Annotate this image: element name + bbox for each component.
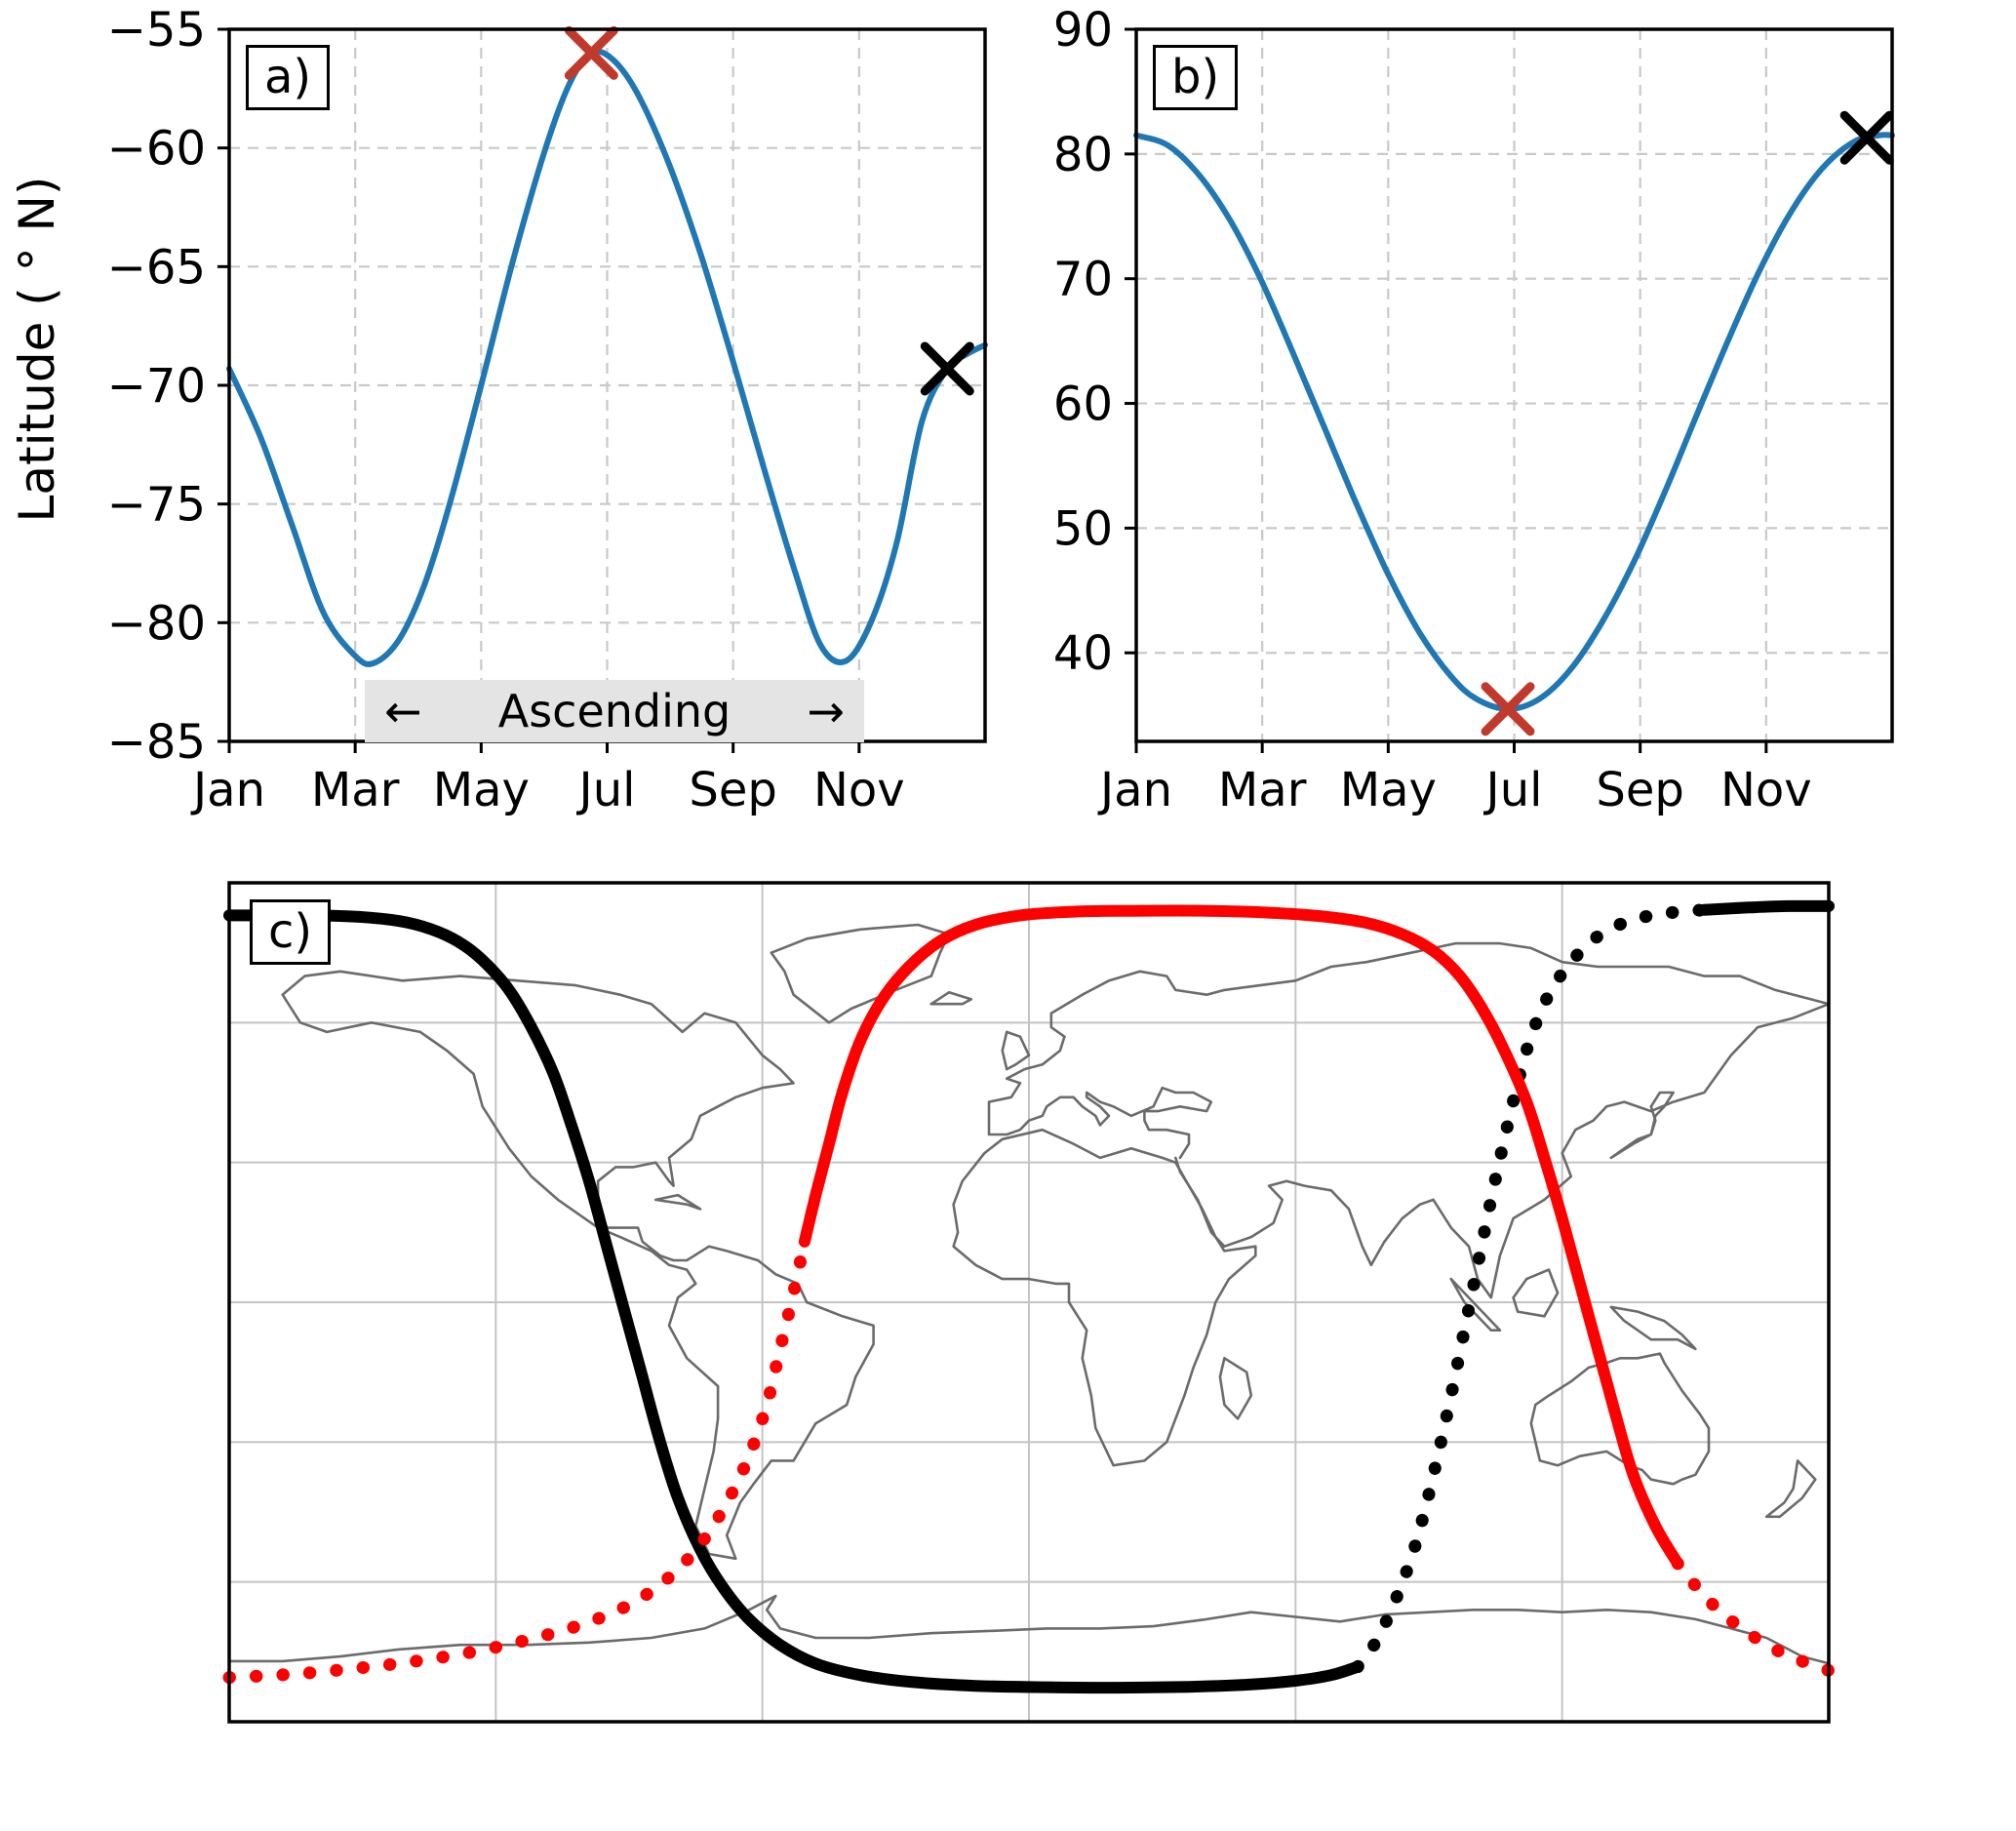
track-black-dotted bbox=[1351, 903, 1711, 1674]
coastline bbox=[1174, 1002, 1831, 1299]
y-tick-label: 70 bbox=[1053, 253, 1113, 307]
x-tick-label: Sep bbox=[1596, 763, 1683, 817]
coastline bbox=[1449, 1277, 1502, 1332]
x-tick-label: Mar bbox=[1218, 763, 1307, 817]
coastline bbox=[1218, 1357, 1253, 1420]
panel-b: Jan Mar May Jul Sep Nov 90 80 70 60 50 40 bbox=[1053, 3, 1895, 817]
x-tick-label: May bbox=[1340, 763, 1437, 817]
coastline bbox=[770, 923, 951, 1024]
red-x-marker bbox=[1481, 682, 1535, 736]
track-red-dotted bbox=[222, 1235, 811, 1685]
coastline bbox=[1049, 941, 1831, 1038]
coastline bbox=[1609, 1091, 1675, 1160]
coastline bbox=[1001, 1030, 1031, 1071]
x-tick-label: Mar bbox=[311, 763, 400, 817]
panel-a: Jan Mar May Jul Sep Nov −55 −60 −65 −70 −75 −80 −85 bbox=[107, 3, 988, 817]
left-arrow-icon: ← bbox=[384, 685, 422, 737]
y-tick-label: −85 bbox=[107, 715, 206, 770]
x-tick-label: Jul bbox=[1483, 763, 1543, 817]
y-tick-label: −75 bbox=[107, 478, 206, 533]
latitude-curve bbox=[1133, 132, 1895, 712]
black-x-marker bbox=[920, 341, 974, 396]
coastline bbox=[1764, 1459, 1817, 1519]
map-frame bbox=[227, 881, 1831, 1724]
coastline bbox=[654, 1193, 702, 1211]
black-x-marker bbox=[1839, 110, 1894, 165]
right-arrow-icon: → bbox=[807, 685, 845, 737]
panel-c-label: c) bbox=[250, 899, 332, 965]
x-tick-label: Jul bbox=[576, 763, 636, 817]
track-black-solid bbox=[223, 909, 1364, 1694]
x-tick-label: Sep bbox=[689, 763, 776, 817]
x-tick-label: Nov bbox=[813, 763, 905, 817]
panel-b-label: b) bbox=[1153, 45, 1239, 110]
y-tick-label: −60 bbox=[107, 122, 206, 177]
y-tick-label: 90 bbox=[1053, 3, 1113, 58]
y-tick-label: −55 bbox=[107, 3, 206, 58]
y-tick-label: 50 bbox=[1053, 501, 1113, 556]
coastline bbox=[952, 1128, 1257, 1467]
y-axis-label: Latitude ( ° N) bbox=[9, 176, 65, 523]
panel-c-map bbox=[222, 881, 1836, 1724]
x-tick-label: Nov bbox=[1720, 763, 1812, 817]
y-tick-label: 60 bbox=[1053, 378, 1113, 432]
x-tick-label: May bbox=[433, 763, 530, 817]
ascending-annotation: ← Ascending → bbox=[365, 680, 864, 742]
panel-a-label: a) bbox=[246, 45, 331, 110]
y-tick-label: −80 bbox=[107, 596, 206, 651]
y-tick-label: 80 bbox=[1053, 128, 1113, 182]
coastline bbox=[227, 1594, 1831, 1665]
y-tick-label: −70 bbox=[107, 359, 206, 414]
track-red-solid bbox=[798, 904, 1684, 1570]
coastline bbox=[1512, 1268, 1560, 1318]
x-tick-label: Jan bbox=[1097, 763, 1172, 817]
coastline bbox=[281, 970, 875, 1561]
ascending-annotation-text: Ascending bbox=[497, 685, 731, 737]
red-x-marker bbox=[564, 25, 618, 80]
track-red-dotted bbox=[1671, 1557, 1836, 1677]
coastline bbox=[987, 1035, 1213, 1160]
y-tick-label: 40 bbox=[1053, 626, 1113, 681]
track-black-solid bbox=[1698, 899, 1835, 916]
coastline bbox=[929, 991, 973, 1006]
x-tick-label: Jan bbox=[190, 763, 265, 817]
coastline bbox=[1609, 1305, 1697, 1351]
latitude-curve bbox=[226, 48, 988, 667]
y-tick-label: −65 bbox=[107, 240, 206, 295]
